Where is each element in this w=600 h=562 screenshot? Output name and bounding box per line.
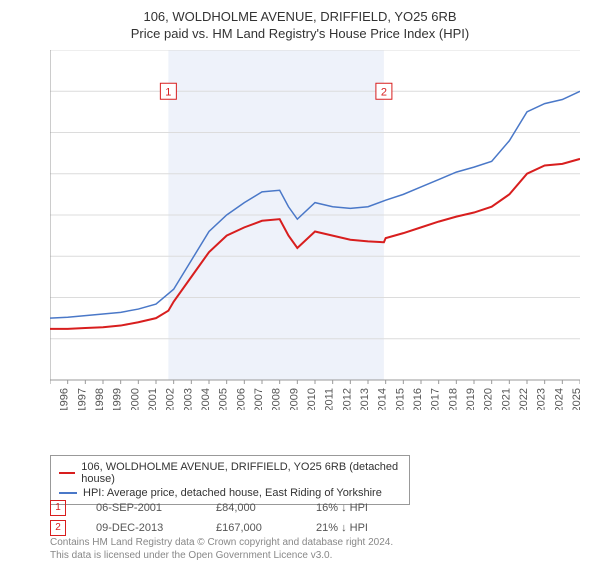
svg-text:2011: 2011 <box>324 388 336 410</box>
svg-text:2: 2 <box>381 86 387 98</box>
svg-text:2019: 2019 <box>465 388 477 410</box>
sale-diff: 21% ↓ HPI <box>316 522 368 534</box>
chart-subtitle: Price paid vs. HM Land Registry's House … <box>0 26 600 45</box>
sale-marker-icon: 2 <box>50 520 66 536</box>
sale-date: 09-DEC-2013 <box>96 522 186 534</box>
svg-text:1997: 1997 <box>76 388 88 410</box>
svg-text:2022: 2022 <box>518 388 530 410</box>
sale-marker-icon: 1 <box>50 500 66 516</box>
svg-text:2009: 2009 <box>288 388 300 410</box>
legend-swatch <box>59 492 77 494</box>
svg-text:2017: 2017 <box>430 388 442 410</box>
svg-text:2015: 2015 <box>394 388 406 410</box>
svg-text:2007: 2007 <box>253 388 265 410</box>
chart-plot-area: £0£50K£100K£150K£200K£250K£300K£350K£400… <box>50 50 580 410</box>
svg-text:2001: 2001 <box>147 388 159 410</box>
svg-text:1999: 1999 <box>112 388 124 410</box>
svg-text:2020: 2020 <box>483 388 495 410</box>
sales-row: 2 09-DEC-2013 £167,000 21% ↓ HPI <box>50 518 368 538</box>
legend-swatch <box>59 472 75 474</box>
footer-line: Contains HM Land Registry data © Crown c… <box>50 536 393 549</box>
svg-text:2014: 2014 <box>377 388 389 410</box>
svg-text:2000: 2000 <box>129 388 141 410</box>
svg-text:2005: 2005 <box>218 388 230 410</box>
chart-container: 106, WOLDHOLME AVENUE, DRIFFIELD, YO25 6… <box>0 0 600 560</box>
svg-text:1995: 1995 <box>50 388 53 410</box>
chart-svg: £0£50K£100K£150K£200K£250K£300K£350K£400… <box>50 50 580 410</box>
svg-text:2006: 2006 <box>235 388 247 410</box>
svg-text:2013: 2013 <box>359 388 371 410</box>
sale-diff: 16% ↓ HPI <box>316 502 368 514</box>
chart-title: 106, WOLDHOLME AVENUE, DRIFFIELD, YO25 6… <box>0 0 600 26</box>
svg-text:2008: 2008 <box>271 388 283 410</box>
svg-text:2021: 2021 <box>500 388 512 410</box>
svg-text:2024: 2024 <box>553 388 565 410</box>
svg-text:1998: 1998 <box>94 388 106 410</box>
legend-row: 106, WOLDHOLME AVENUE, DRIFFIELD, YO25 6… <box>59 460 401 486</box>
sale-date: 06-SEP-2001 <box>96 502 186 514</box>
svg-text:1: 1 <box>165 86 171 98</box>
footer-text: Contains HM Land Registry data © Crown c… <box>50 536 393 562</box>
sale-price: £167,000 <box>216 522 286 534</box>
svg-text:2003: 2003 <box>182 388 194 410</box>
sales-row: 1 06-SEP-2001 £84,000 16% ↓ HPI <box>50 498 368 518</box>
svg-text:2004: 2004 <box>200 388 212 410</box>
footer-line: This data is licensed under the Open Gov… <box>50 549 393 562</box>
svg-text:2012: 2012 <box>341 388 353 410</box>
legend-label: 106, WOLDHOLME AVENUE, DRIFFIELD, YO25 6… <box>81 461 401 485</box>
sales-table: 1 06-SEP-2001 £84,000 16% ↓ HPI 2 09-DEC… <box>50 498 368 538</box>
svg-text:2023: 2023 <box>536 388 548 410</box>
svg-text:1996: 1996 <box>59 388 71 410</box>
svg-text:2025: 2025 <box>571 388 580 410</box>
svg-text:2018: 2018 <box>447 388 459 410</box>
svg-text:2010: 2010 <box>306 388 318 410</box>
svg-text:2002: 2002 <box>165 388 177 410</box>
svg-text:2016: 2016 <box>412 388 424 410</box>
sale-price: £84,000 <box>216 502 286 514</box>
